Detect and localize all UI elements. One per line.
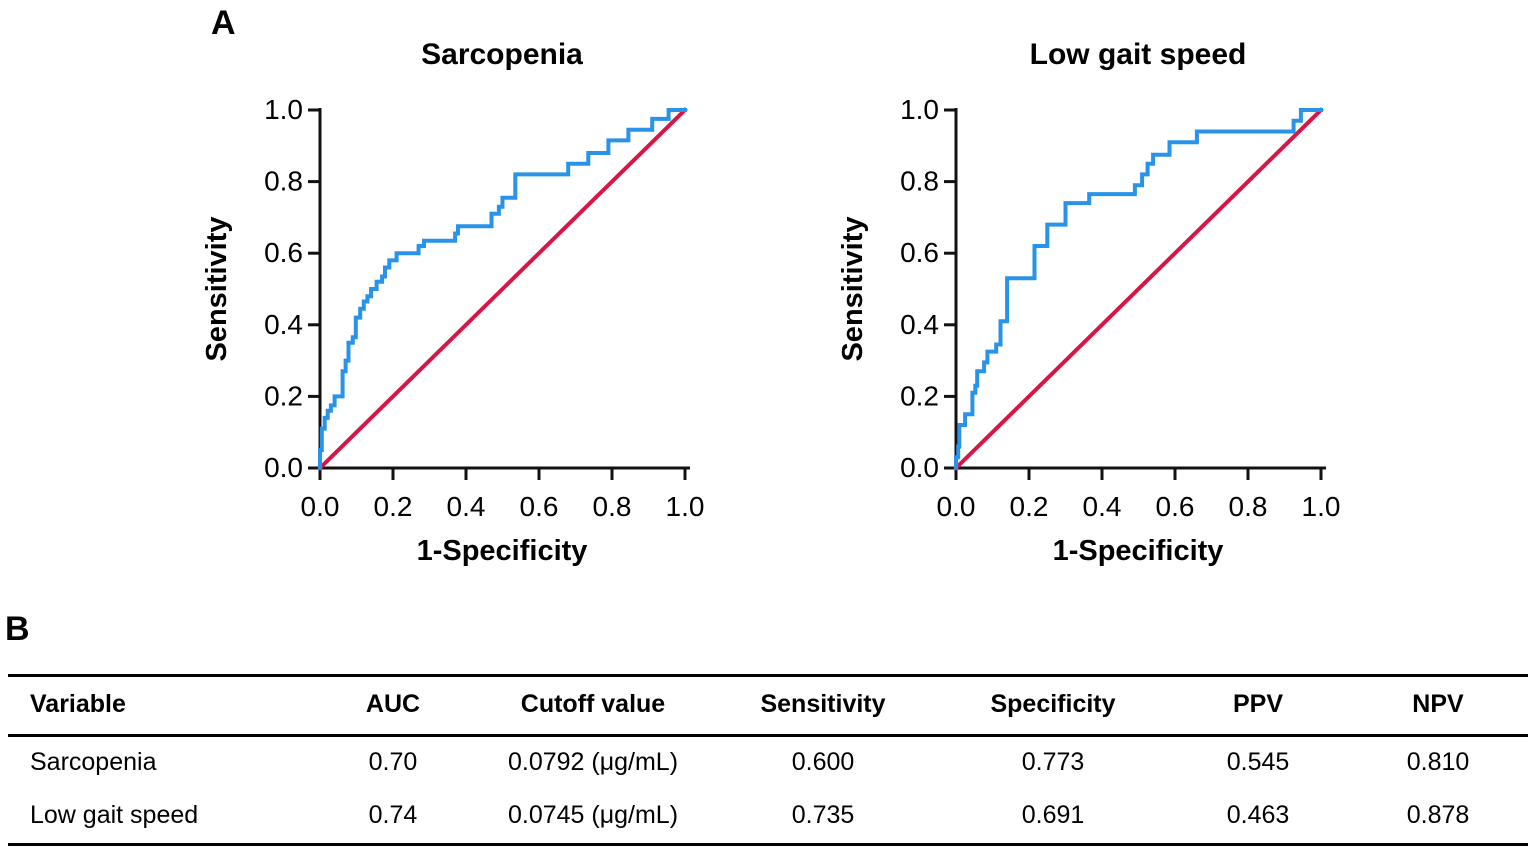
table-header-ppv: PPV — [1168, 675, 1348, 737]
y-tick-label: 0.6 — [900, 237, 939, 268]
table-header-cutoff: Cutoff value — [478, 675, 708, 737]
y-tick-label: 0.4 — [900, 309, 939, 340]
table-header-auc: AUC — [308, 675, 478, 737]
y-axis-title: Sensitivity — [201, 216, 233, 361]
metrics-table: Variable AUC Cutoff value Sensitivity Sp… — [8, 674, 1528, 846]
y-tick-label: 0.0 — [900, 452, 939, 483]
table-cell: 0.691 — [1021, 801, 1085, 829]
x-axis-title: 1-Specificity — [417, 535, 588, 567]
x-axis-title: 1-Specificity — [1053, 535, 1224, 567]
table-cell: Low gait speed — [30, 801, 199, 829]
metrics-table-wrap: Variable AUC Cutoff value Sensitivity Sp… — [8, 674, 1528, 846]
table-row: Low gait speed 0.74 0.0745 (μg/mL) 0.735… — [8, 790, 1528, 845]
x-tick-label: 0.0 — [301, 491, 340, 522]
x-tick-label: 0.8 — [593, 491, 632, 522]
y-tick-label: 1.0 — [264, 94, 303, 125]
table-header-row: Variable AUC Cutoff value Sensitivity Sp… — [8, 675, 1528, 737]
y-tick-label: 0.0 — [264, 452, 303, 483]
y-tick-label: 0.6 — [264, 237, 303, 268]
x-tick-label: 1.0 — [1302, 491, 1341, 522]
roc-curve — [318, 108, 687, 470]
table-cell: 0.810 — [1406, 748, 1470, 776]
table-header-specificity: Specificity — [938, 675, 1168, 737]
table-cell: 0.735 — [791, 801, 855, 829]
table-cell: 0.0745 (μg/mL) — [507, 801, 679, 829]
x-tick-label: 0.8 — [1229, 491, 1268, 522]
y-tick-label: 0.2 — [264, 380, 303, 411]
y-tick-label: 1.0 — [900, 94, 939, 125]
table-cell: 0.545 — [1226, 748, 1290, 776]
table-cell: Sarcopenia — [30, 748, 157, 776]
table-row: Sarcopenia 0.70 0.0792 (μg/mL) 0.600 0.7… — [8, 736, 1528, 791]
y-tick-label: 0.2 — [900, 380, 939, 411]
y-tick-label: 0.4 — [264, 309, 303, 340]
table-cell: 0.70 — [368, 748, 418, 776]
table-cell: 0.463 — [1226, 801, 1290, 829]
x-tick-label: 1.0 — [666, 491, 705, 522]
roc-chart-sarcopenia: Sarcopenia 1-Specificity Sensitivity 0.0… — [180, 20, 740, 570]
x-tick-label: 0.2 — [1010, 491, 1049, 522]
panel-a-label: A — [211, 4, 236, 42]
roc-chart-low-gait-speed: Low gait speed 1-Specificity Sensitivity… — [816, 20, 1376, 570]
table-cell: 0.600 — [791, 748, 855, 776]
table-cell: 0.773 — [1021, 748, 1085, 776]
x-tick-label: 0.4 — [1083, 491, 1122, 522]
roc-chart-low-gait-speed-svg: Low gait speed 1-Specificity Sensitivity… — [837, 38, 1341, 567]
reference-line — [317, 107, 688, 471]
x-tick-label: 0.4 — [447, 491, 486, 522]
chart-title: Sarcopenia — [421, 38, 583, 71]
y-tick-label: 0.8 — [900, 166, 939, 197]
reference-line — [953, 107, 1324, 471]
table-cell: 0.878 — [1406, 801, 1470, 829]
table-header-sensitivity: Sensitivity — [708, 675, 938, 737]
chart-title: Low gait speed — [1030, 38, 1247, 71]
y-tick-label: 0.8 — [264, 166, 303, 197]
x-tick-label: 0.6 — [520, 491, 559, 522]
table-cell: 0.74 — [368, 801, 418, 829]
roc-chart-sarcopenia-svg: Sarcopenia 1-Specificity Sensitivity 0.0… — [201, 38, 705, 567]
panel-b-label: B — [5, 610, 30, 648]
y-axis-title: Sensitivity — [837, 216, 869, 361]
table-header-variable: Variable — [8, 675, 308, 737]
roc-curve — [954, 108, 1323, 470]
x-tick-label: 0.6 — [1156, 491, 1195, 522]
table-cell: 0.0792 (μg/mL) — [507, 748, 679, 776]
x-tick-label: 0.2 — [374, 491, 413, 522]
table-header-npv: NPV — [1348, 675, 1528, 737]
x-tick-label: 0.0 — [937, 491, 976, 522]
